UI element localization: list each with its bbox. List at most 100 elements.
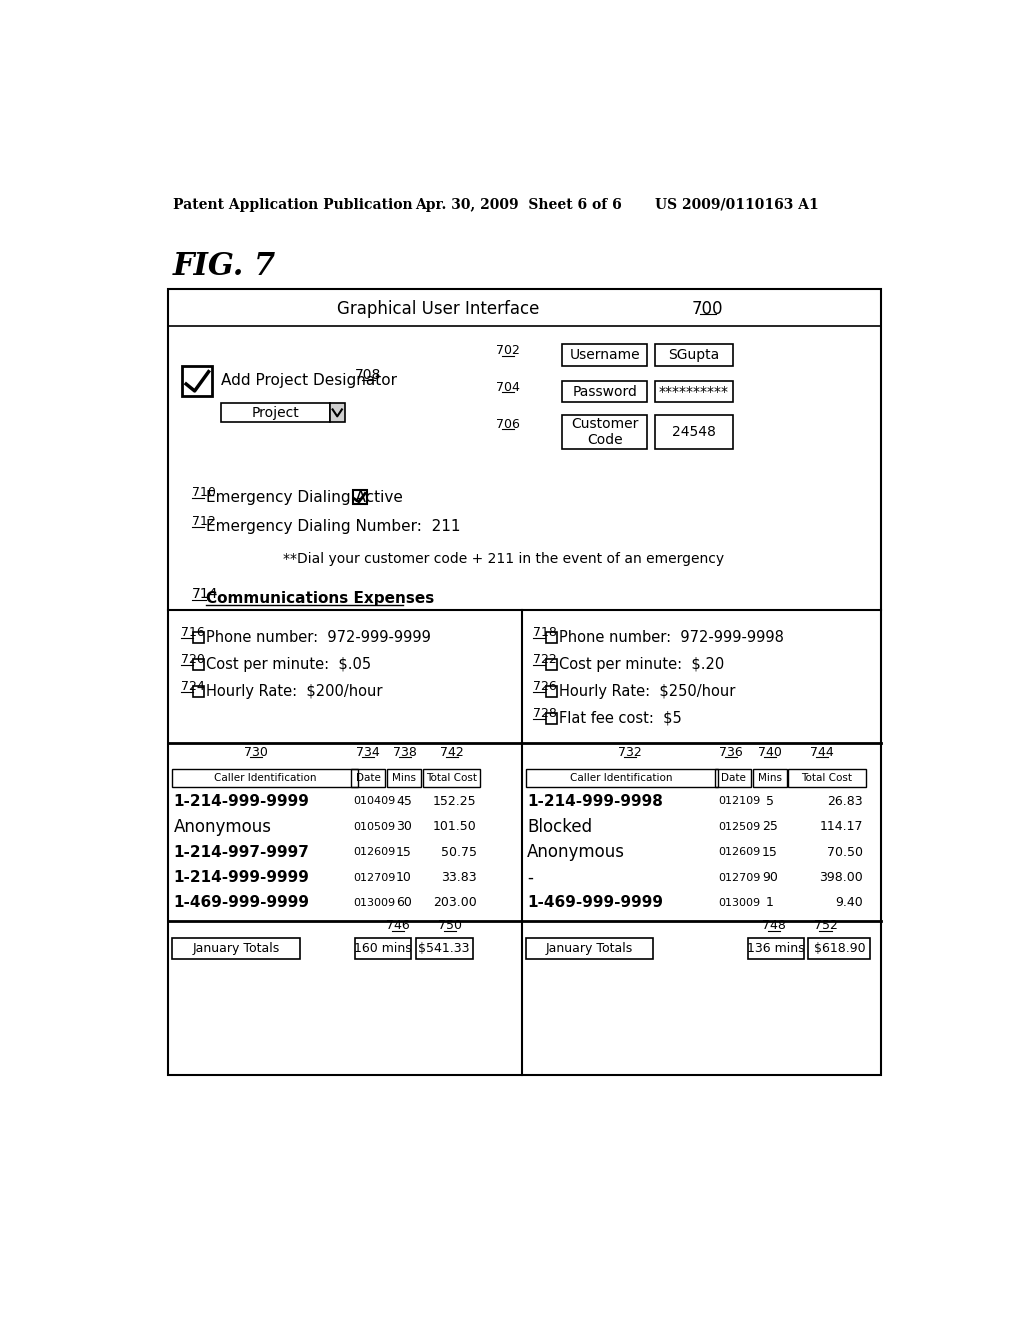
Text: Anonymous: Anonymous (527, 843, 625, 861)
Text: 714: 714 (193, 587, 219, 601)
Bar (387, 770, 421, 788)
Text: 70.50: 70.50 (826, 846, 862, 859)
Text: 012709: 012709 (718, 873, 760, 883)
Text: 010509: 010509 (353, 822, 395, 832)
Text: Communications Expenses: Communications Expenses (206, 591, 434, 606)
Text: Graphical User Interface: Graphical User Interface (337, 300, 540, 318)
Text: January Totals: January Totals (546, 942, 633, 954)
Text: Total Cost: Total Cost (426, 774, 477, 783)
Text: 1-214-997-9997: 1-214-997-9997 (174, 845, 309, 859)
Bar (182, 367, 212, 396)
Bar (753, 770, 786, 788)
Text: Caller Identification: Caller Identification (570, 774, 673, 783)
Text: 724: 724 (180, 680, 205, 693)
Text: Total Cost: Total Cost (802, 774, 853, 783)
Text: US 2009/0110163 A1: US 2009/0110163 A1 (655, 198, 819, 211)
Bar (809, 937, 870, 960)
Bar (716, 770, 751, 788)
Text: 012109: 012109 (718, 796, 760, 807)
Bar (562, 414, 647, 449)
Text: Hourly Rate:  $250/hour: Hourly Rate: $250/hour (559, 684, 735, 698)
Text: 5: 5 (766, 795, 774, 808)
Text: 748: 748 (762, 919, 785, 932)
Text: 732: 732 (618, 746, 642, 759)
Text: 742: 742 (440, 746, 464, 759)
Text: SGupta: SGupta (668, 347, 720, 362)
Bar (352, 490, 367, 504)
Text: 718: 718 (534, 626, 557, 639)
Text: Flat fee cost:  $5: Flat fee cost: $5 (559, 710, 682, 726)
Text: 728: 728 (534, 708, 557, 721)
Text: 704: 704 (496, 380, 520, 393)
Bar (194, 632, 204, 643)
Text: 1-469-999-9999: 1-469-999-9999 (527, 895, 664, 911)
Bar (546, 686, 557, 697)
Bar (788, 770, 866, 788)
Text: Mins: Mins (392, 774, 416, 783)
Text: 24548: 24548 (672, 425, 716, 438)
Text: Username: Username (569, 347, 640, 362)
Text: 700: 700 (692, 300, 723, 318)
Text: 30: 30 (396, 820, 412, 833)
Text: 15: 15 (396, 846, 412, 859)
Text: 1-214-999-9999: 1-214-999-9999 (174, 870, 309, 886)
Bar (172, 770, 358, 788)
Text: 716: 716 (180, 626, 205, 639)
Text: 750: 750 (437, 919, 462, 932)
Text: 012609: 012609 (718, 847, 760, 857)
Text: 736: 736 (719, 746, 742, 759)
Text: 740: 740 (758, 746, 781, 759)
Bar (416, 937, 473, 960)
Text: 722: 722 (534, 653, 557, 667)
Text: Phone number:  972-999-9998: Phone number: 972-999-9998 (559, 630, 783, 645)
Text: 33.83: 33.83 (441, 871, 477, 884)
Text: 26.83: 26.83 (827, 795, 862, 808)
Text: 752: 752 (813, 919, 838, 932)
Bar (172, 937, 300, 960)
Text: Emergency Dialing Active: Emergency Dialing Active (206, 490, 402, 504)
Text: Password: Password (572, 384, 637, 399)
Bar (423, 770, 480, 788)
Text: $618.90: $618.90 (814, 942, 865, 954)
Text: 152.25: 152.25 (433, 795, 477, 808)
Bar (546, 632, 557, 643)
Text: 710: 710 (193, 486, 216, 499)
Text: 398.00: 398.00 (819, 871, 862, 884)
Text: 1-214-999-9999: 1-214-999-9999 (174, 793, 309, 809)
Text: 744: 744 (810, 746, 834, 759)
Text: 708: 708 (355, 368, 381, 381)
Text: 10: 10 (396, 871, 412, 884)
Text: 136 mins: 136 mins (748, 942, 805, 954)
Text: **Dial your customer code + 211 in the event of an emergency: **Dial your customer code + 211 in the e… (283, 552, 724, 566)
Text: Mins: Mins (758, 774, 781, 783)
Text: Caller Identification: Caller Identification (214, 774, 316, 783)
Text: 012509: 012509 (718, 822, 760, 832)
Bar (330, 404, 345, 422)
Text: Customer
Code: Customer Code (571, 417, 638, 447)
Text: 101.50: 101.50 (433, 820, 477, 833)
Bar (194, 686, 204, 697)
Bar (562, 345, 647, 366)
Bar (546, 659, 557, 669)
Text: 706: 706 (496, 417, 520, 430)
Text: Patent Application Publication: Patent Application Publication (173, 198, 413, 211)
Bar (194, 659, 204, 669)
Text: January Totals: January Totals (193, 942, 280, 954)
Text: 013009: 013009 (718, 898, 760, 908)
Text: 730: 730 (244, 746, 268, 759)
Bar (546, 713, 557, 723)
Text: 012709: 012709 (353, 873, 396, 883)
Text: 1-214-999-9998: 1-214-999-9998 (527, 793, 663, 809)
Bar (168, 289, 882, 1074)
Text: 60: 60 (396, 896, 412, 909)
Bar (355, 937, 411, 960)
Text: Phone number:  972-999-9999: Phone number: 972-999-9999 (206, 630, 431, 645)
Bar (351, 770, 385, 788)
Text: FIG. 7: FIG. 7 (173, 251, 276, 281)
Text: 012609: 012609 (353, 847, 395, 857)
Bar (221, 404, 330, 422)
Text: Apr. 30, 2009  Sheet 6 of 6: Apr. 30, 2009 Sheet 6 of 6 (415, 198, 622, 211)
Text: 203.00: 203.00 (433, 896, 477, 909)
Text: 010409: 010409 (353, 796, 395, 807)
Text: 45: 45 (396, 795, 412, 808)
